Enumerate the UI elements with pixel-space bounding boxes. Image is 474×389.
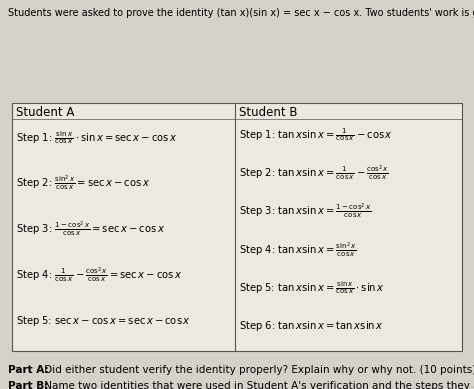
- Text: Student B: Student B: [239, 106, 297, 119]
- Text: Part B:: Part B:: [8, 381, 48, 389]
- Bar: [12, 103, 462, 351]
- Text: Step 4: $\tan x \sin x = \frac{\sin^2 x}{\cos x}$: Step 4: $\tan x \sin x = \frac{\sin^2 x}…: [239, 240, 356, 259]
- Text: Step 4: $\frac{1}{\cos x} - \frac{\cos^2 x}{\cos x} = \sec x - \cos x$: Step 4: $\frac{1}{\cos x} - \frac{\cos^2…: [16, 266, 182, 284]
- Text: Step 1: $\frac{\sin x}{\cos x} \cdot \sin x = \sec x - \cos x$: Step 1: $\frac{\sin x}{\cos x} \cdot \si…: [16, 129, 177, 145]
- Text: Did either student verify the identity properly? Explain why or why not. (10 poi: Did either student verify the identity p…: [41, 365, 474, 375]
- Text: Step 3: $\tan x \sin x = \frac{1-\cos^2 x}{\cos x}$: Step 3: $\tan x \sin x = \frac{1-\cos^2 …: [239, 202, 371, 220]
- Text: Students were asked to prove the identity (tan x)(sin x) = sec x − cos x. Two st: Students were asked to prove the identit…: [8, 8, 474, 18]
- Text: Step 2: $\frac{\sin^2 x}{\cos x} = \sec x - \cos x$: Step 2: $\frac{\sin^2 x}{\cos x} = \sec …: [16, 174, 150, 192]
- Text: Step 5: $\tan x \sin x = \frac{\sin x}{\cos x} \cdot \sin x$: Step 5: $\tan x \sin x = \frac{\sin x}{\…: [239, 279, 384, 296]
- Text: Student A: Student A: [16, 106, 74, 119]
- Text: Part A:: Part A:: [8, 365, 49, 375]
- Text: Step 3: $\frac{1-\cos^2 x}{\cos x} = \sec x - \cos x$: Step 3: $\frac{1-\cos^2 x}{\cos x} = \se…: [16, 220, 165, 238]
- Text: Step 6: $\tan x \sin x = \tan x \sin x$: Step 6: $\tan x \sin x = \tan x \sin x$: [239, 319, 383, 333]
- Text: Name two identities that were used in Student A's verification and the steps the: Name two identities that were used in St…: [41, 381, 474, 389]
- Text: Step 2: $\tan x \sin x = \frac{1}{\cos x} - \frac{\cos^2 x}{\cos x}$: Step 2: $\tan x \sin x = \frac{1}{\cos x…: [239, 164, 389, 182]
- Text: Step 1: $\tan x \sin x = \frac{1}{\cos x} - \cos x$: Step 1: $\tan x \sin x = \frac{1}{\cos x…: [239, 126, 393, 143]
- Text: Step 5: $\sec x - \cos x = \sec x - \cos x$: Step 5: $\sec x - \cos x = \sec x - \cos…: [16, 314, 191, 328]
